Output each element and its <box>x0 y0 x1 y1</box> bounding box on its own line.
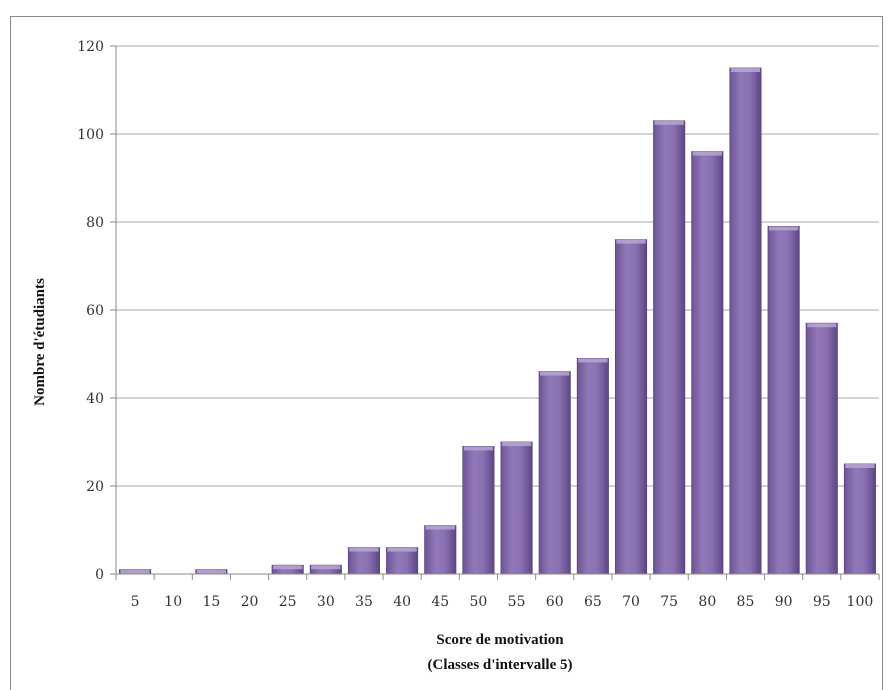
bar <box>614 239 648 575</box>
bar-highlight <box>654 120 684 125</box>
x-tick-label: 75 <box>660 594 678 610</box>
x-axis-title-line1: Score de motivation <box>436 632 564 648</box>
x-axis: 5 10 15 20 25 30 35 40 45 50 55 60 65 70 75 80 85 90 95 100 <box>115 573 880 610</box>
bar-highlight <box>845 464 875 468</box>
bar-highlight <box>196 569 227 574</box>
x-tick-label: 90 <box>775 594 793 610</box>
y-tick-label: 60 <box>86 303 104 319</box>
bar-highlight <box>578 358 608 363</box>
bar-highlight <box>349 547 379 552</box>
x-tick-label: 60 <box>546 594 564 610</box>
bar <box>691 151 724 575</box>
y-tick-label: 0 <box>95 567 104 583</box>
x-tick-label: 40 <box>393 594 411 610</box>
x-tick-label: 80 <box>698 594 716 610</box>
x-tick-label: 85 <box>737 594 755 610</box>
x-tick-label: 35 <box>355 594 373 610</box>
y-axis-title: Nombre d'étudiants <box>32 278 48 406</box>
x-tick-label: 100 <box>847 594 874 610</box>
bar-highlight <box>730 68 761 72</box>
bar <box>576 357 609 575</box>
bar <box>462 445 495 575</box>
bar <box>729 67 762 575</box>
x-axis-title-line2: (Classes d'intervalle 5) <box>428 657 573 673</box>
bar-highlight <box>425 525 455 530</box>
bar-highlight <box>616 239 646 244</box>
bar-highlight <box>463 446 494 451</box>
bar <box>653 120 686 575</box>
x-tick-label: 10 <box>164 594 182 610</box>
bar <box>767 225 800 575</box>
y-tick-label: 20 <box>86 479 104 495</box>
bar-highlight <box>692 151 722 156</box>
x-tick-label: 5 <box>131 594 140 610</box>
bar-highlight <box>540 371 570 376</box>
bar-highlight <box>387 547 417 552</box>
bar <box>805 322 838 575</box>
bar <box>538 371 571 575</box>
y-tick-label: 120 <box>77 39 104 55</box>
x-tick-label: 65 <box>584 594 602 610</box>
y-tick-label: 100 <box>77 127 104 143</box>
x-tick-label: 70 <box>622 594 640 610</box>
x-tick-label: 95 <box>813 594 831 610</box>
bar-highlight <box>311 565 341 570</box>
y-tick-label: 40 <box>86 391 104 407</box>
bar-highlight <box>768 226 799 231</box>
y-axis: 0 20 40 60 80 100 120 <box>77 39 117 583</box>
x-tick-label: 20 <box>241 594 259 610</box>
x-tick-label: 45 <box>431 594 449 610</box>
bar-highlight <box>120 569 150 574</box>
bar <box>386 547 419 575</box>
x-tick-label: 25 <box>279 594 297 610</box>
bar-highlight <box>501 442 532 446</box>
x-tick-label: 50 <box>470 594 488 610</box>
bar-highlight <box>807 323 837 328</box>
bar <box>424 525 457 575</box>
x-tick-label: 15 <box>202 594 220 610</box>
bar <box>843 463 876 575</box>
x-tick-label: 30 <box>317 594 335 610</box>
bar-highlight <box>273 565 303 570</box>
gridlines <box>116 45 879 487</box>
bar <box>500 441 533 575</box>
x-tick-label: 55 <box>508 594 526 610</box>
y-tick-label: 80 <box>86 215 104 231</box>
bars <box>119 67 876 575</box>
